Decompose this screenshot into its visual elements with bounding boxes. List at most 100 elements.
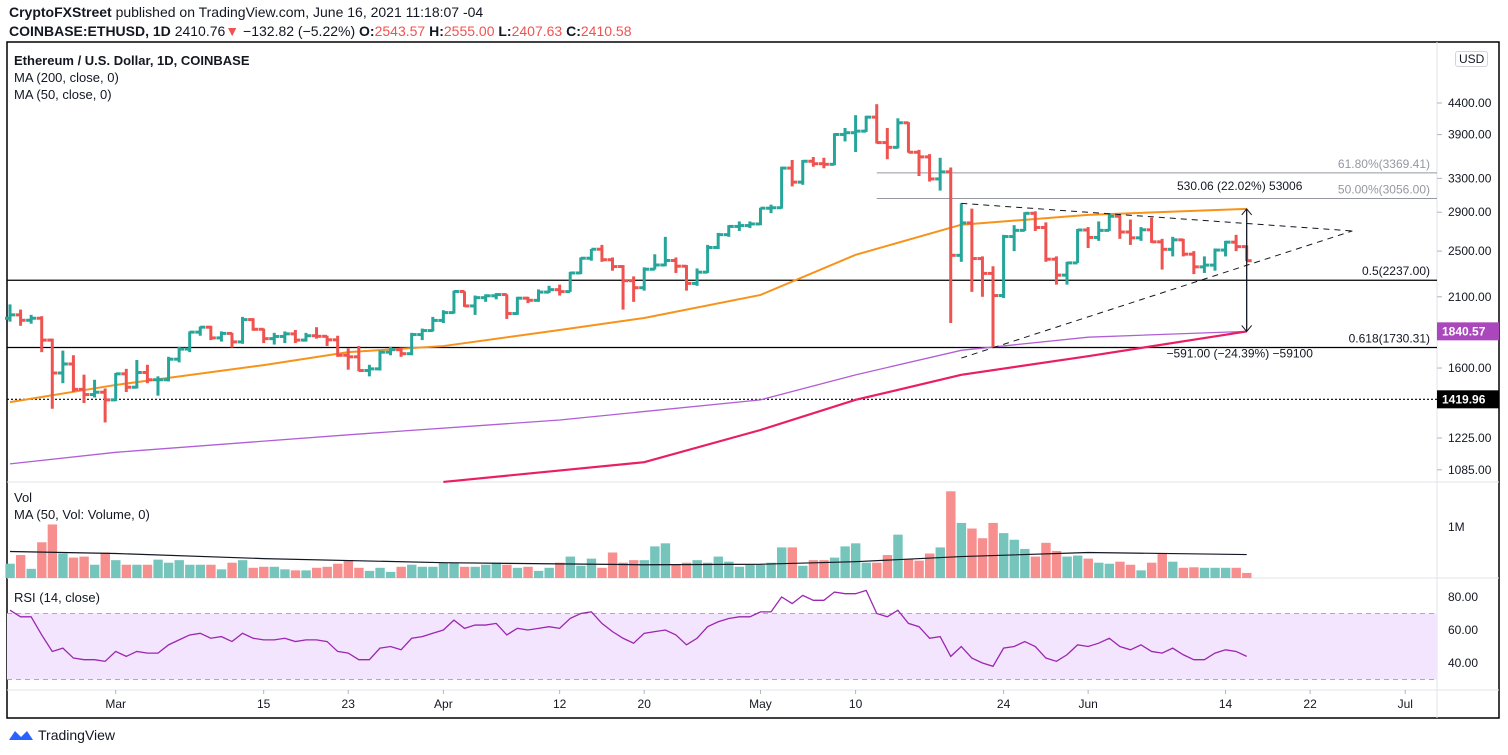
volume-bar [576, 565, 586, 578]
volume-bar [470, 566, 480, 578]
ohlc-bar [1167, 236, 1178, 257]
volume-bar [703, 562, 713, 578]
legend-rsi[interactable]: RSI (14, close) [14, 590, 100, 605]
volume-bar [1083, 558, 1093, 578]
volume-ma-line [9, 550, 1247, 566]
volume-bar [903, 559, 914, 578]
legend-title: Ethereum / U.S. Dollar, 1D, COINBASE [14, 53, 250, 68]
legend-ma200[interactable]: MA (200, close, 0) [14, 70, 119, 85]
ohlc-bar [279, 331, 290, 344]
time-tick-label: 10 [849, 697, 863, 711]
ohlc-bar [766, 204, 777, 214]
ohlc-bar [385, 346, 396, 356]
ohlc-bar [1125, 219, 1136, 245]
moving-averages [9, 207, 1247, 484]
ohlc-bar [448, 289, 459, 315]
ohlc-bar [501, 293, 512, 319]
volume-bar [5, 563, 15, 578]
volume-bar [47, 524, 58, 578]
ohlc-bar [427, 316, 438, 333]
high-value: 2555.00 [443, 23, 495, 39]
ohlc-bar [237, 316, 248, 344]
ohlc-bar [596, 244, 607, 262]
footer-brand[interactable]: TradingView [38, 727, 116, 743]
rsi-tick-label: 80.00 [1448, 590, 1478, 604]
ohlc-bar [36, 316, 47, 353]
ohlc-bar [1009, 225, 1020, 252]
volume-bar [533, 570, 544, 578]
ohlc-bar [216, 331, 227, 342]
rsi-line [9, 589, 1247, 668]
price-tick-label: 1225.00 [1448, 431, 1492, 445]
ohlc-bar [1178, 238, 1189, 257]
volume-bar [58, 553, 68, 578]
ohlc-bar [78, 374, 89, 404]
volume-bar [946, 491, 956, 578]
volume-bar [1115, 561, 1125, 578]
ohlc-bar [15, 309, 26, 326]
volume-bar [745, 564, 755, 578]
legend-vol-ma[interactable]: MA (50, Vol: Volume, 0) [14, 507, 150, 522]
volume-bar [1168, 561, 1178, 578]
ohlc-bar [882, 127, 893, 160]
volume-bar [755, 564, 766, 578]
ohlc-bar [205, 325, 216, 341]
legend-vol[interactable]: Vol [14, 490, 33, 505]
rsi-tick-label: 40.00 [1448, 656, 1478, 670]
legend-ma50[interactable]: MA (50, close, 0) [14, 87, 112, 102]
volume-bar [597, 567, 607, 578]
volume-bar [660, 543, 671, 578]
volume-bar [1104, 563, 1115, 578]
rsi-band [7, 613, 1437, 680]
ohlc-bar [1157, 238, 1168, 270]
ohlc-bar [808, 157, 819, 167]
volume-bar [375, 567, 385, 578]
arrow-up-icon [1241, 208, 1253, 216]
currency-button[interactable]: USD [1455, 51, 1489, 67]
drawings[interactable]: 530.06 (22.02%) 53006 −591.00 (−24.39%) −… [961, 179, 1353, 361]
ohlc-bar [1199, 256, 1210, 273]
down-arrow-icon: ▼ [225, 23, 240, 39]
volume-bar [111, 560, 121, 578]
ohlc-bar [89, 379, 100, 398]
volume-bar [502, 564, 512, 578]
volume-bar [766, 562, 776, 578]
volume-bar [1051, 550, 1062, 578]
ohlc-bar [374, 350, 385, 371]
ohlc-bar [1135, 227, 1146, 241]
volume-bar [15, 555, 26, 578]
measure-up-label: 530.06 (22.02%) 53006 [1177, 179, 1303, 193]
ohlc-bar [639, 267, 650, 291]
ohlc-bar [5, 304, 15, 322]
rsi-line-path [9, 589, 1247, 668]
volume-bar [364, 570, 375, 578]
ohlc-bar [26, 314, 37, 324]
ohlc-bar [364, 364, 375, 377]
volume-bar [713, 556, 723, 578]
volume-bar [681, 562, 692, 578]
volume-bar [68, 557, 79, 578]
time-tick-label: 12 [553, 697, 567, 711]
ohlc-bar [491, 293, 502, 300]
ma50-line [9, 207, 1247, 404]
levels: 0.5(2237.00) 0.618(1730.31) 61.80%(3369.41… [7, 157, 1437, 400]
volume-bar [185, 564, 195, 578]
volume-bar [1136, 570, 1146, 578]
volume-bar [893, 534, 903, 578]
ohlc-bar [343, 348, 354, 370]
volume-bar [259, 566, 269, 578]
publisher[interactable]: CryptoFXStreet [9, 4, 112, 20]
ohlc-bar [533, 289, 544, 302]
ohlc-bar [966, 208, 977, 292]
volume-bar [861, 562, 871, 578]
price-tag-label: 1419.96 [1442, 392, 1486, 406]
ohlc-bar [797, 159, 808, 185]
triangle-upper-line [961, 202, 1353, 232]
volume-bar [311, 567, 322, 578]
ohlc-bar [1146, 217, 1157, 244]
price-change: −132.82 (−5.22%) [243, 23, 356, 39]
volume-bar [322, 566, 332, 578]
ohlc-bar [734, 221, 745, 231]
ohlc-bar [100, 388, 111, 423]
